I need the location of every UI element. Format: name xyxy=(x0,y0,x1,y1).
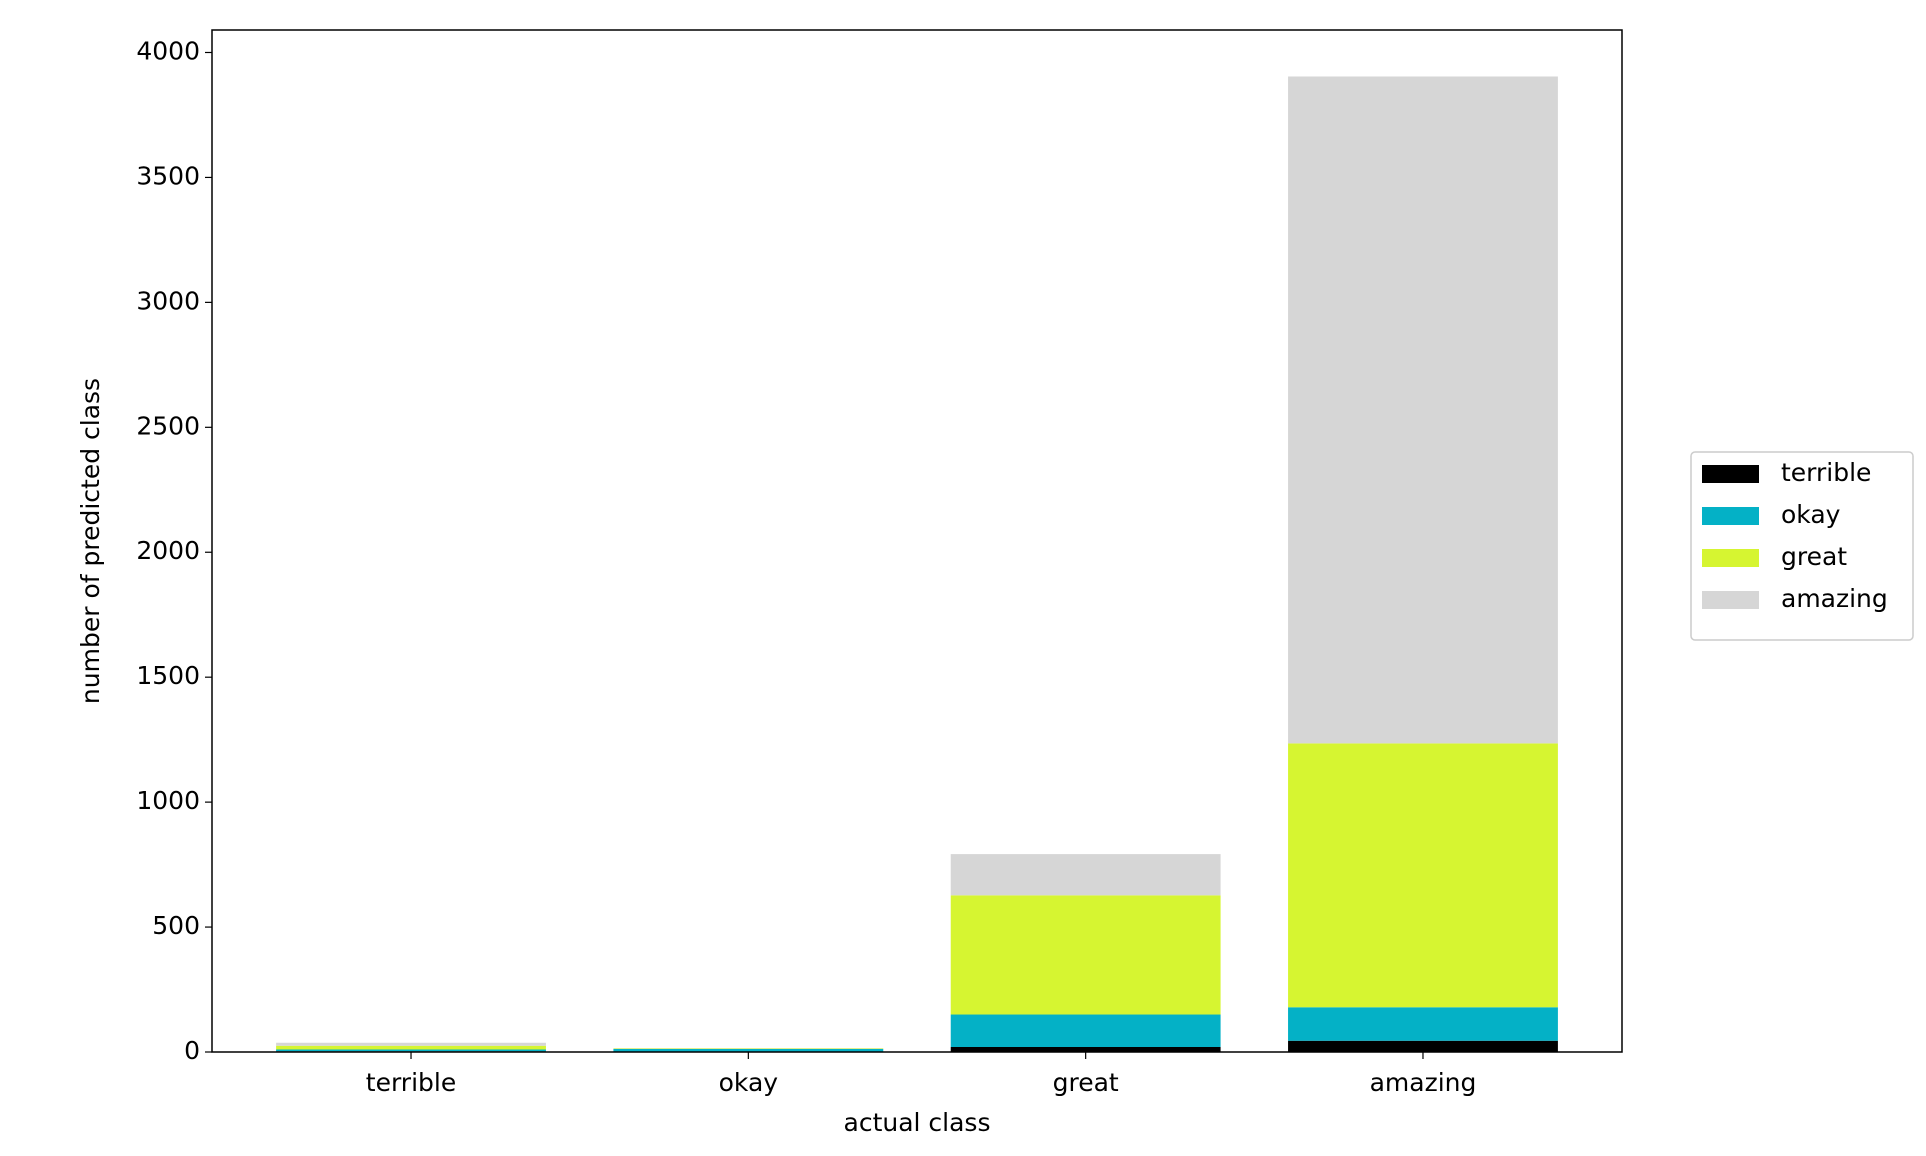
y-tick-label: 1000 xyxy=(136,786,200,815)
x-axis-label: actual class xyxy=(844,1108,991,1137)
y-axis-label: number of predicted class xyxy=(76,378,105,704)
y-tick-label: 500 xyxy=(152,911,200,940)
y-tick-label: 2500 xyxy=(136,411,200,440)
x-tick-label: amazing xyxy=(1370,1068,1477,1097)
y-tick-label: 1500 xyxy=(136,661,200,690)
bar-segment xyxy=(1288,76,1558,744)
legend-swatch xyxy=(1702,549,1759,567)
bar-segment xyxy=(950,895,1221,1015)
plot-frame xyxy=(211,29,1623,1053)
legend-label: terrible xyxy=(1781,458,1871,487)
legend-swatch xyxy=(1702,591,1759,609)
bar-segment xyxy=(613,1049,884,1052)
legend-label: great xyxy=(1781,542,1847,571)
bar-segment xyxy=(950,854,1221,896)
y-tick-label: 4000 xyxy=(136,36,200,65)
bar-segment xyxy=(276,1045,546,1050)
y-tick-label: 3500 xyxy=(136,161,200,190)
legend-label: amazing xyxy=(1781,584,1888,613)
bar-segment xyxy=(1288,1007,1558,1041)
bar-segment xyxy=(276,1049,546,1052)
bar-segment xyxy=(1288,1040,1558,1052)
bar-segment xyxy=(950,1014,1221,1048)
y-tick-label: 2000 xyxy=(136,536,200,565)
x-tick-label: great xyxy=(1053,1068,1119,1097)
bar-segment xyxy=(276,1042,546,1046)
legend-swatch xyxy=(1702,465,1759,483)
legend-swatch xyxy=(1702,507,1759,525)
y-tick-label: 3000 xyxy=(136,286,200,315)
x-tick-label: terrible xyxy=(366,1068,456,1097)
legend-label: okay xyxy=(1781,500,1841,529)
bar-segment xyxy=(1288,743,1558,1008)
bar-segment xyxy=(950,1047,1221,1052)
x-tick-label: okay xyxy=(719,1068,779,1097)
y-tick-label: 0 xyxy=(184,1036,200,1065)
